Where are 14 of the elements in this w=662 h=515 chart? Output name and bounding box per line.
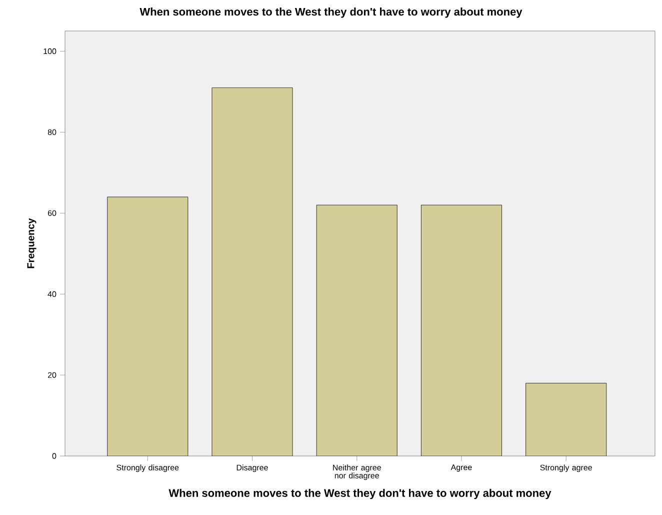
x-tick-label: Neither agree nor disagree bbox=[333, 464, 381, 480]
y-tick-label: 40 bbox=[48, 291, 56, 297]
y-tick-label: 60 bbox=[48, 210, 56, 216]
x-tick-label: Strongly disagree bbox=[116, 464, 179, 472]
x-tick-label: Disagree bbox=[236, 464, 268, 472]
chart-title: When someone moves to the West they don't have to worry about money bbox=[140, 8, 522, 18]
y-tick-label: 0 bbox=[52, 453, 56, 459]
y-axis-title: Frequency bbox=[27, 218, 36, 268]
y-tick-label: 20 bbox=[48, 372, 56, 378]
y-tick-label: 100 bbox=[44, 48, 56, 54]
x-tick-label: Strongly agree bbox=[540, 464, 592, 472]
x-tick-label: Agree bbox=[450, 464, 472, 472]
x-axis-title: When someone moves to the West they don't have to worry about money bbox=[168, 488, 552, 500]
y-tick-label: 80 bbox=[48, 129, 56, 136]
